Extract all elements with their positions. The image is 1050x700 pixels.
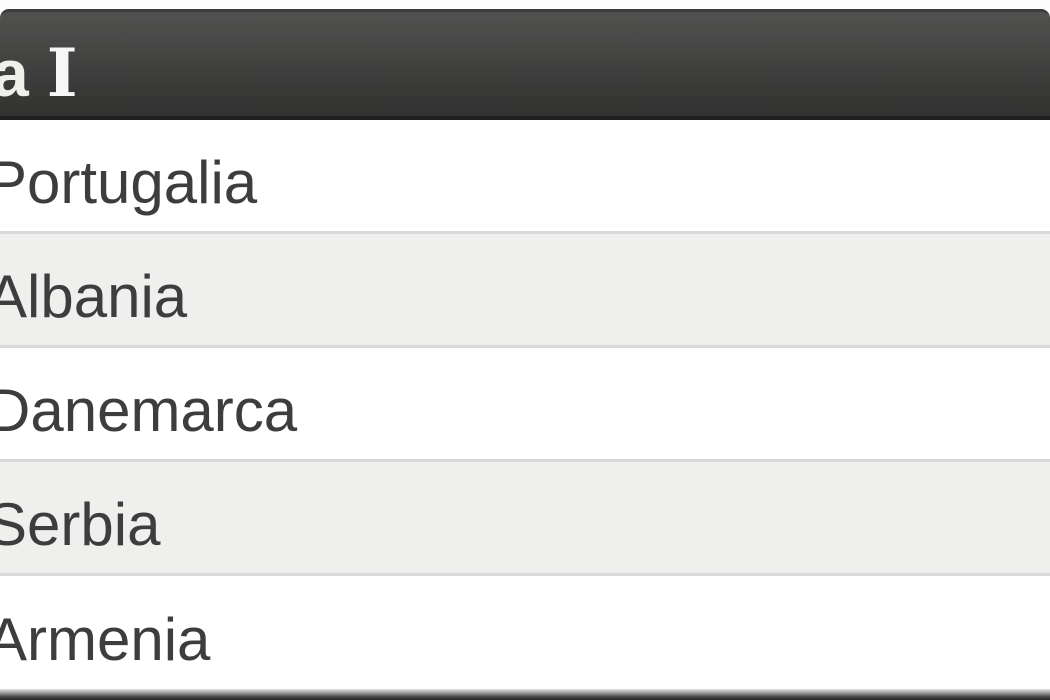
team-label: Serbia [0, 490, 161, 558]
team-row-armenia[interactable]: Armenia [0, 576, 1050, 690]
group-header-bar: a I [0, 9, 1050, 120]
next-section-header-edge [0, 689, 1050, 700]
team-list: Portugalia Albania Danemarca Serbia Arme… [0, 120, 1050, 690]
team-label: Armenia [0, 606, 211, 673]
team-row-danemarca[interactable]: Danemarca [0, 348, 1050, 462]
group-header-text-fragment: a [0, 40, 29, 106]
team-row-serbia[interactable]: Serbia [0, 462, 1050, 576]
group-numeral: I [46, 34, 78, 112]
team-label: Portugalia [0, 148, 258, 216]
team-label: Danemarca [0, 376, 298, 444]
team-label: Albania [0, 262, 188, 330]
top-strip [0, 0, 1050, 9]
team-row-albania[interactable]: Albania [0, 234, 1050, 348]
team-row-portugalia[interactable]: Portugalia [0, 120, 1050, 234]
group-header-label: a I [0, 40, 78, 106]
